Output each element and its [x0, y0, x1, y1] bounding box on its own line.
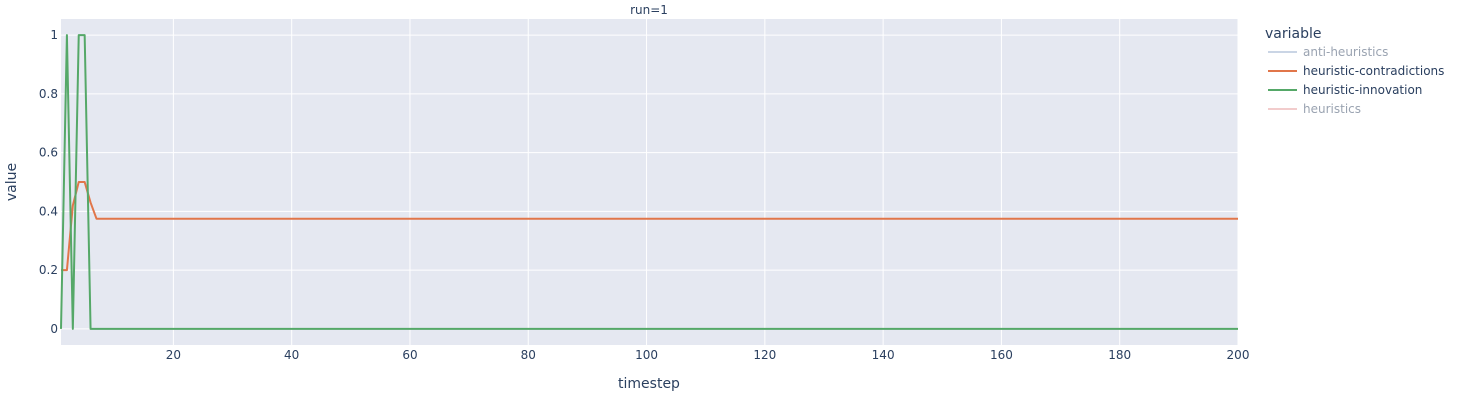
y-tick-label: 0.4	[39, 204, 58, 218]
legend-label: heuristic-contradictions	[1303, 64, 1444, 78]
x-gridlines	[172, 19, 1239, 345]
x-tick-label: 100	[635, 348, 658, 362]
x-tick-labels: 20 40 60 80 100 120 140 160 180 200	[166, 348, 1250, 362]
x-tick-label: 40	[284, 348, 299, 362]
x-tick-label: 140	[872, 348, 895, 362]
x-tick-label: 80	[521, 348, 536, 362]
y-axis-label: value	[4, 163, 20, 201]
plot-area	[61, 19, 1238, 345]
x-tick-label: 20	[166, 348, 181, 362]
x-tick-label: 180	[1108, 348, 1131, 362]
legend-label: heuristics	[1303, 102, 1361, 116]
y-tick-labels: 0 0.2 0.4 0.6 0.8 1	[39, 28, 58, 336]
legend-label: anti-heuristics	[1303, 45, 1388, 59]
y-tick-label: 0.8	[39, 87, 58, 101]
y-tick-label: 0.6	[39, 146, 58, 160]
y-tick-label: 1	[50, 28, 58, 42]
y-tick-label: 0.2	[39, 263, 58, 277]
legend-item-heuristics[interactable]: heuristics	[1268, 102, 1361, 116]
x-tick-label: 200	[1227, 348, 1250, 362]
series-layer	[60, 34, 1238, 330]
legend-label: heuristic-innovation	[1303, 83, 1422, 97]
x-tick-label: 60	[402, 348, 417, 362]
chart-title: run=1	[630, 3, 668, 17]
legend-item-anti-heuristics[interactable]: anti-heuristics	[1268, 45, 1388, 59]
legend-item-heuristic-innovation[interactable]: heuristic-innovation	[1268, 83, 1422, 97]
legend-title: variable	[1265, 26, 1321, 42]
x-tick-label: 160	[990, 348, 1013, 362]
x-axis-label: timestep	[618, 376, 680, 392]
series-line-heuristic-innovation	[60, 34, 1238, 330]
y-tick-label: 0	[50, 322, 58, 336]
legend: anti-heuristics heuristic-contradictions h…	[1268, 45, 1444, 116]
x-tick-label: 120	[753, 348, 776, 362]
series-line-heuristic-contradictions	[61, 181, 1238, 272]
legend-item-heuristic-contradictions[interactable]: heuristic-contradictions	[1268, 64, 1444, 78]
